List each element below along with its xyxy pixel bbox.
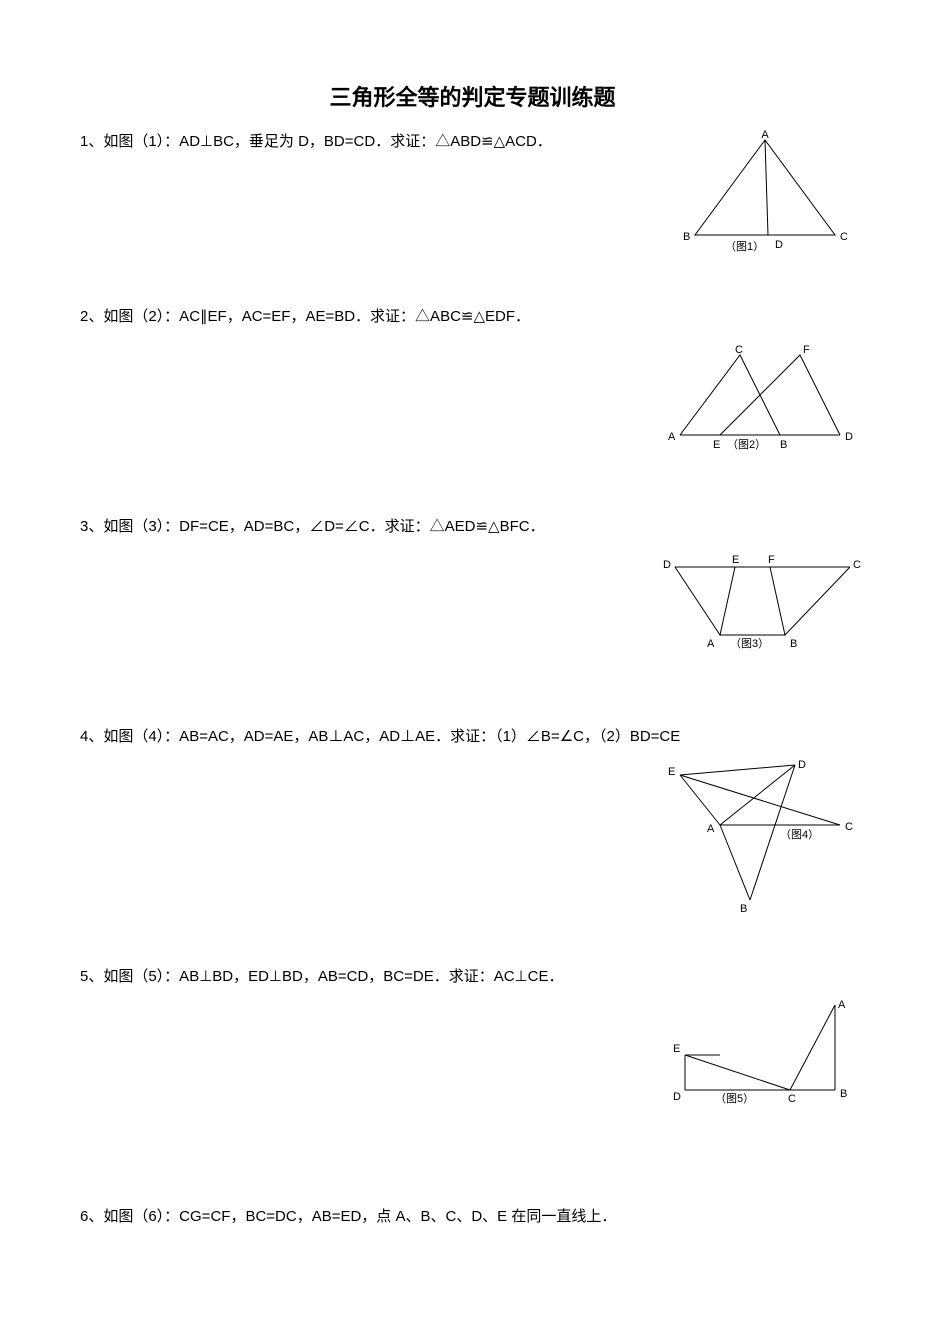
problem-2: 2、如图（2）：AC∥EF，AC=EF，AE=BD．求证：△ABC≌△EDF． … [80, 305, 865, 505]
problem-6: 6、如图（6）：CG=CF，BC=DC，AB=ED，点 A、B、C、D、E 在同… [80, 1205, 865, 1245]
label-A: A [707, 823, 715, 835]
problem-1: 1、如图（1）：AD⊥BC，垂足为 D，BD=CD．求证：△ABD≌△ACD． … [80, 130, 865, 295]
figure-5-svg: A B C D E （图5） [670, 1000, 865, 1115]
label-E: E [713, 439, 720, 451]
label-D: D [673, 1091, 681, 1103]
figure-3: D E F C A B （图3） [660, 550, 865, 665]
label-B: B [683, 231, 690, 243]
label-D: D [798, 760, 806, 771]
problem-3: 3、如图（3）：DF=CE，AD=BC，∠D=∠C．求证：△AED≌△BFC． … [80, 515, 865, 715]
figure-5: A B C D E （图5） [670, 1000, 865, 1120]
problem-3-text: 3、如图（3）：DF=CE，AD=BC，∠D=∠C．求证：△AED≌△BFC． [80, 515, 865, 539]
label-C: C [840, 231, 848, 243]
figure-3-caption: （图3） [730, 637, 769, 650]
figure-2: A E B D C F （图2） [665, 345, 865, 465]
label-A: A [838, 1000, 846, 1011]
problem-4-text: 4、如图（4）：AB=AC，AD=AE，AB⊥AC，AD⊥AE．求证：（1）∠B… [80, 725, 865, 749]
label-A: A [761, 130, 769, 141]
figure-2-svg: A E B D C F （图2） [665, 345, 865, 460]
label-B: B [840, 1088, 847, 1100]
problem-4: 4、如图（4）：AB=AC，AD=AE，AB⊥AC，AD⊥AE．求证：（1）∠B… [80, 725, 865, 955]
figure-3-svg: D E F C A B （图3） [660, 550, 865, 660]
label-C: C [788, 1093, 796, 1105]
label-F: F [803, 345, 810, 356]
label-A: A [707, 638, 715, 650]
figure-4: E D C A B （图4） [665, 760, 865, 925]
label-D: D [845, 431, 853, 443]
figure-5-caption: （图5） [715, 1092, 754, 1105]
page: 三角形全等的判定专题训练题 1、如图（1）：AD⊥BC，垂足为 D，BD=CD．… [0, 0, 945, 1295]
label-C: C [853, 559, 861, 571]
problem-2-text: 2、如图（2）：AC∥EF，AC=EF，AE=BD．求证：△ABC≌△EDF． [80, 305, 865, 329]
label-C: C [845, 821, 853, 833]
problem-5: 5、如图（5）：AB⊥BD，ED⊥BD，AB=CD，BC=DE．求证：AC⊥CE… [80, 965, 865, 1195]
problem-6-text: 6、如图（6）：CG=CF，BC=DC，AB=ED，点 A、B、C、D、E 在同… [80, 1205, 865, 1229]
label-E: E [668, 766, 675, 778]
figure-4-svg: E D C A B （图4） [665, 760, 865, 920]
label-B: B [740, 903, 747, 915]
figure-1-svg: A B C D （图1） [675, 130, 865, 260]
label-E: E [732, 554, 739, 566]
figure-1: A B C D （图1） [675, 130, 865, 265]
figure-4-caption: （图4） [780, 828, 819, 841]
figure-2-caption: （图2） [727, 438, 766, 451]
label-B: B [790, 638, 797, 650]
label-B: B [780, 439, 787, 451]
figure-1-caption: （图1） [725, 240, 764, 253]
label-C: C [735, 345, 743, 356]
label-D: D [775, 239, 783, 251]
label-A: A [668, 431, 676, 443]
problem-5-text: 5、如图（5）：AB⊥BD，ED⊥BD，AB=CD，BC=DE．求证：AC⊥CE… [80, 965, 865, 989]
label-E: E [673, 1043, 680, 1055]
label-F: F [768, 554, 775, 566]
label-D: D [663, 559, 671, 571]
page-title: 三角形全等的判定专题训练题 [80, 80, 865, 112]
